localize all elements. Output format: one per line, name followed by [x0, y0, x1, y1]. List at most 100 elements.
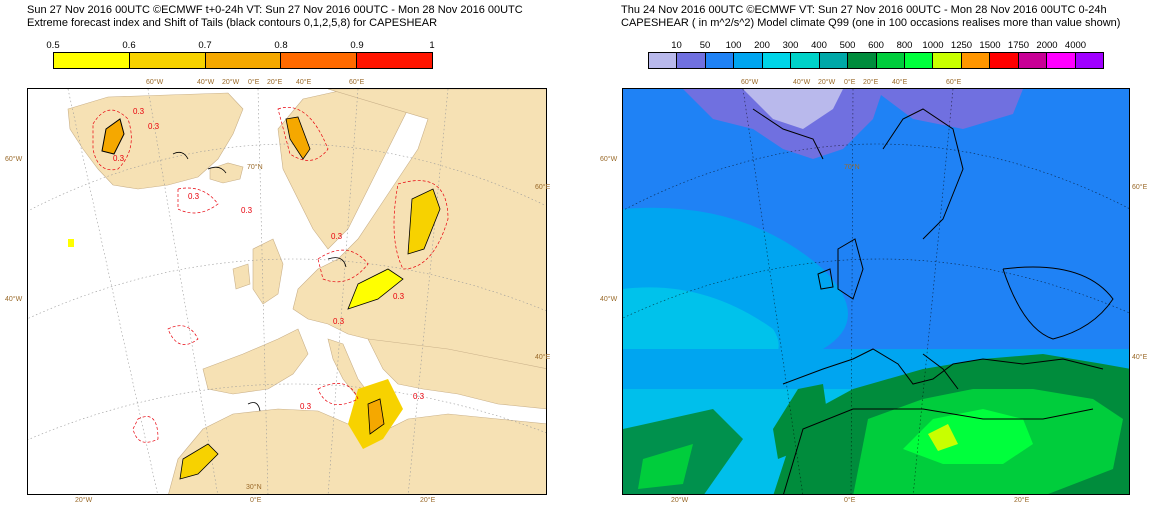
balkans-land [367, 338, 546, 410]
efi-lon-label: 20°W [222, 79, 240, 86]
cape-legend-tick: 1500 [979, 40, 1001, 51]
britain-land [252, 238, 284, 305]
contour-label: 0.3 [113, 154, 125, 163]
efi-lon-label: 0°E [248, 79, 260, 86]
cape-graticule [623, 89, 1129, 494]
contour-label: 0.3 [333, 317, 345, 326]
cape-lon-label: 60°W [741, 79, 759, 86]
efi-map-svg: 0.3 0.3 0.3 0.3 0.3 0.3 0.3 0.3 0.3 0.3 [28, 89, 546, 494]
cape-lon-label: 60°E [946, 79, 962, 86]
contour-label: 0.3 [148, 122, 160, 131]
efi-lon-label: 60°W [146, 79, 164, 86]
cape-lon-label: 20°E [863, 79, 879, 86]
cape-lon-label: 20°W [671, 497, 689, 504]
cape-legend-tick: 500 [839, 40, 856, 51]
efi-legend-tick: 1 [429, 40, 435, 51]
efi-legend-swatch-2 [205, 53, 282, 68]
efi-legend-swatch-0 [54, 53, 130, 68]
contour-label: 0.3 [241, 206, 253, 215]
contour-labels: 0.3 0.3 0.3 0.3 0.3 0.3 0.3 0.3 0.3 0.3 [113, 107, 425, 411]
efi-lon-label: 40°W [197, 79, 215, 86]
efi-title-line2: Extreme forecast index and Shift of Tail… [27, 17, 438, 29]
cape-legend-swatch-12 [990, 53, 1019, 68]
cape-legend-swatch-9 [904, 53, 934, 68]
cape-legend-tick: 300 [782, 40, 799, 51]
efi-lon-label: 40°W [5, 296, 23, 303]
cape-lat-label: 70°N [844, 164, 860, 171]
efi-legend-tick: 0.6 [122, 40, 136, 51]
cape-lon-label: 20°E [1014, 497, 1030, 504]
efi-legend-tick: 0.7 [198, 40, 212, 51]
cape-legend-swatch-10 [933, 53, 962, 68]
capeshear-panel: Thu 24 Nov 2016 00UTC ©ECMWF VT: Sun 27 … [576, 0, 1152, 509]
efi-lon-label: 60°E [535, 184, 551, 191]
efi-lon-label: 60°W [5, 156, 23, 163]
cape-legend-tick: 1750 [1007, 40, 1030, 51]
efi-lon-label: 40°E [296, 79, 312, 86]
cape-legend-tick: 1000 [922, 40, 944, 51]
cape-legend-swatch-14 [1047, 53, 1076, 68]
greenland-land [67, 92, 244, 190]
cape-legend-swatch-11 [961, 53, 991, 68]
efi-lat-label: 70°N [247, 164, 263, 171]
cape-lon-label: 40°E [892, 79, 908, 86]
cape-legend-swatch-1 [677, 53, 706, 68]
efi-title-line1: Sun 27 Nov 2016 00UTC ©ECMWF t+0-24h VT:… [27, 4, 523, 16]
graticule [28, 89, 546, 494]
efi-lon-label: 20°E [420, 497, 436, 504]
cape-legend-tick: 50 [699, 40, 711, 51]
efi-legend-tick: 0.5 [46, 40, 60, 51]
cape-lon-label: 20°W [818, 79, 836, 86]
cape-title-line2: CAPESHEAR ( in m^2/s^2) Model climate Q9… [621, 17, 1121, 29]
cape-legend-swatch-2 [705, 53, 735, 68]
cape-lon-label: 60°W [600, 156, 618, 163]
iberia-land [202, 328, 309, 395]
cape-legend-tick: 2000 [1036, 40, 1058, 51]
cape-title-line1: Thu 24 Nov 2016 00UTC ©ECMWF VT: Sun 27 … [621, 4, 1107, 16]
cape-legend-swatch-4 [762, 53, 792, 68]
cape-legend-swatch-7 [848, 53, 877, 68]
contour-label: 0.3 [413, 392, 425, 401]
cape-lon-label: 40°W [793, 79, 811, 86]
cape-legend-tick: 4000 [1064, 40, 1087, 51]
efi-legend-tick: 0.9 [350, 40, 364, 51]
cape-legend-tick: 1250 [950, 40, 973, 51]
efi-map: 0.3 0.3 0.3 0.3 0.3 0.3 0.3 0.3 0.3 0.3 [27, 88, 547, 495]
efi-lat-label: 30°N [246, 484, 262, 491]
efi-lon-label: 60°E [349, 79, 365, 86]
cape-legend-tick: 600 [868, 40, 884, 51]
ireland-land [232, 263, 251, 290]
cape-legend-swatch-5 [791, 53, 820, 68]
contour-label: 0.3 [300, 402, 312, 411]
cape-greenland-core [743, 89, 843, 129]
cape-map [622, 88, 1130, 495]
cape-north-low [873, 89, 1023, 129]
iceland-land [209, 162, 244, 184]
contour-label: 0.3 [331, 232, 343, 241]
cape-iberia-600 [773, 384, 828, 459]
cape-legend-swatch-6 [819, 53, 849, 68]
cape-color-legend [648, 52, 1104, 69]
contour-label: 0.3 [133, 107, 145, 116]
efi-panel: Sun 27 Nov 2016 00UTC ©ECMWF t+0-24h VT:… [0, 0, 560, 509]
efi-lon-label: 20°E [267, 79, 283, 86]
cape-legend-tick: 200 [754, 40, 770, 51]
cape-lon-label: 0°E [844, 79, 856, 86]
cape-legend-swatch-15 [1075, 53, 1103, 68]
coast-outlines [172, 151, 347, 412]
cape-legend-tick: 400 [811, 40, 827, 51]
efi-legend-tick: 0.8 [274, 40, 288, 51]
efi-legend-swatch-3 [281, 53, 358, 68]
cape-med-1000 [903, 409, 1033, 464]
cape-legend-swatch-13 [1018, 53, 1048, 68]
efi-lon-label: 0°E [250, 497, 262, 504]
contour-label: 0.3 [393, 292, 405, 301]
cape-lon-label: 0°E [844, 497, 856, 504]
efi-lon-label: 40°E [535, 354, 551, 361]
cape-lon-label: 60°E [1132, 184, 1148, 191]
efi-legend-swatch-4 [357, 53, 432, 68]
contour-label: 0.3 [188, 192, 200, 201]
efi-color-legend [53, 52, 433, 69]
cape-legend-swatch-0 [649, 53, 678, 68]
cape-legend-tick: 100 [725, 40, 742, 51]
